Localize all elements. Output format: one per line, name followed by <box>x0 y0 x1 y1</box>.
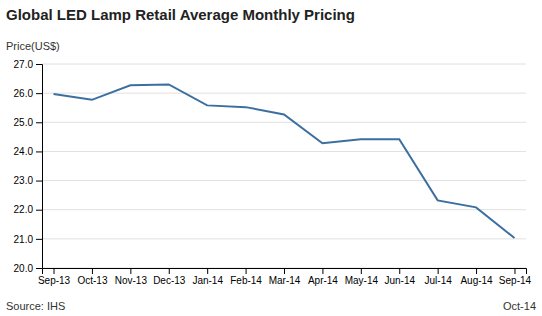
y-tick: 23.0 <box>14 175 42 186</box>
x-tick-label: May-14 <box>345 275 379 286</box>
x-tick-mark <box>54 268 55 274</box>
x-tick-label: Apr-14 <box>308 275 338 286</box>
x-tick-mark <box>246 268 247 274</box>
line <box>54 84 515 238</box>
y-tick-label: 20.0 <box>14 263 34 274</box>
chart-svg: Global LED Lamp Retail Average Monthly P… <box>0 0 542 316</box>
x-tick-label: Nov-13 <box>115 275 148 286</box>
x-tick-mark <box>207 268 208 274</box>
grid-line <box>42 64 526 65</box>
y-tick: 26.0 <box>14 88 42 99</box>
marks <box>54 84 515 238</box>
y-tick-mark <box>36 181 42 182</box>
y-tick-mark <box>36 239 42 240</box>
grid-line <box>42 93 526 94</box>
x-axis-line <box>43 269 527 275</box>
x-tick: Nov-13 <box>115 268 148 286</box>
y-tick-label: 21.0 <box>14 234 34 245</box>
y-tick: 27.0 <box>14 59 42 70</box>
x-tick: Feb-14 <box>230 268 262 286</box>
x-tick: Apr-14 <box>308 268 338 286</box>
x-tick-mark <box>514 268 515 274</box>
grid-line <box>42 180 526 181</box>
y-tick-mark <box>36 122 42 123</box>
grid-line <box>42 209 526 210</box>
y-tick: 20.0 <box>14 263 42 274</box>
x-tick-mark <box>169 268 170 274</box>
x-tick-label: Sep-13 <box>38 275 71 286</box>
y-tick-label: 23.0 <box>14 175 34 186</box>
x-tick-mark <box>284 268 285 274</box>
x-tick-label: Sep-14 <box>499 275 532 286</box>
x-tick-mark <box>399 268 400 274</box>
y-tick: 25.0 <box>14 117 42 128</box>
x-tick-label: Aug-14 <box>460 275 493 286</box>
x-tick-label: Jan-14 <box>192 275 223 286</box>
y-tick-mark <box>36 151 42 152</box>
x-tick: May-14 <box>345 268 379 286</box>
y-tick-label: 26.0 <box>14 88 34 99</box>
title: Global LED Lamp Retail Average Monthly P… <box>6 6 355 23</box>
y-axis-title: Price(US$) <box>6 40 60 52</box>
y-tick: 21.0 <box>14 234 42 245</box>
y-tick-label: 27.0 <box>14 59 34 70</box>
plot-area: 20.0 21.0 22.0 23.0 24.0 25.0 26.0 27.0 Sep-13 Oc… <box>14 59 532 286</box>
x-tick-label: Dec-13 <box>153 275 186 286</box>
x-tick-label: Feb-14 <box>230 275 262 286</box>
annotation: Oct-14 <box>503 300 536 312</box>
x-tick-label: Jul-14 <box>425 275 453 286</box>
y-tick: 24.0 <box>14 146 42 157</box>
x-tick-mark <box>361 268 362 274</box>
x-tick: Sep-14 <box>499 268 532 286</box>
grid-line <box>42 238 526 239</box>
grid <box>42 64 526 268</box>
x-tick: Jun-14 <box>384 268 415 286</box>
x-axis: Sep-13 Oct-13 Nov-13 Dec-13 Jan-14 Feb-14 Mar-… <box>38 268 532 286</box>
y-axis: 20.0 21.0 22.0 23.0 24.0 25.0 26.0 27.0 <box>14 59 43 274</box>
x-tick-mark <box>476 268 477 274</box>
x-tick: Jul-14 <box>425 268 453 286</box>
y-axis-line <box>36 65 43 269</box>
x-tick: Mar-14 <box>269 268 301 286</box>
annotation: Source: IHS <box>6 300 65 312</box>
x-tick: Sep-13 <box>38 268 71 286</box>
y-tick-mark <box>36 64 42 65</box>
x-tick-mark <box>438 268 439 274</box>
y-tick-mark <box>36 210 42 211</box>
x-tick-label: Oct-13 <box>77 275 107 286</box>
grid-line <box>42 122 526 123</box>
y-tick-mark <box>36 268 42 269</box>
x-tick-mark <box>322 268 323 274</box>
y-tick-label: 25.0 <box>14 117 34 128</box>
x-tick: Jan-14 <box>192 268 223 286</box>
x-tick: Oct-13 <box>77 268 107 286</box>
x-tick: Dec-13 <box>153 268 186 286</box>
chart-container: Global LED Lamp Retail Average Monthly P… <box>0 0 542 316</box>
grid-line <box>42 151 526 152</box>
x-tick-mark <box>92 268 93 274</box>
y-tick: 22.0 <box>14 204 42 215</box>
x-tick-label: Jun-14 <box>384 275 415 286</box>
x-tick-label: Mar-14 <box>269 275 301 286</box>
x-tick: Aug-14 <box>460 268 493 286</box>
y-tick-mark <box>36 93 42 94</box>
y-tick-label: 22.0 <box>14 204 34 215</box>
x-tick-mark <box>130 268 131 274</box>
y-tick-label: 24.0 <box>14 146 34 157</box>
